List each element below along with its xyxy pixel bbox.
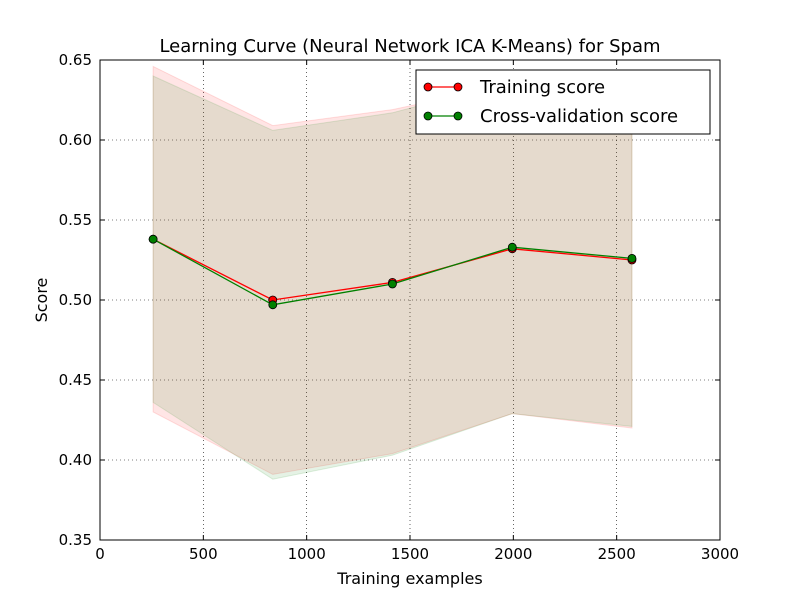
legend-label-training-score: Training score: [479, 77, 605, 98]
x-tick-label: 1000: [288, 545, 326, 563]
x-tick-label: 1500: [391, 545, 429, 563]
confidence-band-cross-validation-score: [152, 75, 633, 480]
x-tick-label: 3000: [701, 545, 739, 563]
legend: Training score Cross-validation score: [415, 69, 711, 135]
y-tick-label: 0.55: [59, 211, 92, 229]
x-tick-label: 2500: [598, 545, 636, 563]
y-tick-label: 0.35: [59, 531, 92, 549]
legend-marker-training-score: [423, 82, 433, 92]
chart-title: Learning Curve (Neural Network ICA K-Mea…: [159, 36, 660, 57]
data-point-cross-validation-score: [148, 234, 158, 244]
data-point-cross-validation-score: [507, 242, 517, 252]
legend-box: [415, 69, 711, 135]
plot-area: 0 500 1000 1500 2000 2500 3000 0.35 0.40 0.45 0.50…: [59, 51, 740, 563]
y-axis-label: Score: [32, 278, 51, 323]
x-tick-label: 0: [95, 545, 105, 563]
legend-label-cross-validation-score: Cross-validation score: [480, 106, 678, 127]
y-tick-label: 0.50: [59, 291, 92, 309]
data-point-cross-validation-score: [268, 300, 278, 310]
y-tick-label: 0.60: [59, 131, 92, 149]
y-tick-label: 0.45: [59, 371, 92, 389]
confidence-band-training-score: [152, 65, 633, 475]
x-tick-label: 500: [189, 545, 218, 563]
x-axis-label: Training examples: [336, 569, 482, 588]
y-tick-label: 0.40: [59, 451, 92, 469]
legend-marker-cross-validation-score: [423, 111, 433, 121]
data-point-cross-validation-score: [388, 279, 397, 289]
data-point-cross-validation-score: [627, 253, 637, 263]
legend-marker-cross-validation-score: [453, 111, 463, 121]
x-tick-label: 2000: [494, 545, 532, 563]
legend-marker-training-score: [453, 82, 463, 92]
y-tick-label: 0.65: [59, 51, 92, 69]
